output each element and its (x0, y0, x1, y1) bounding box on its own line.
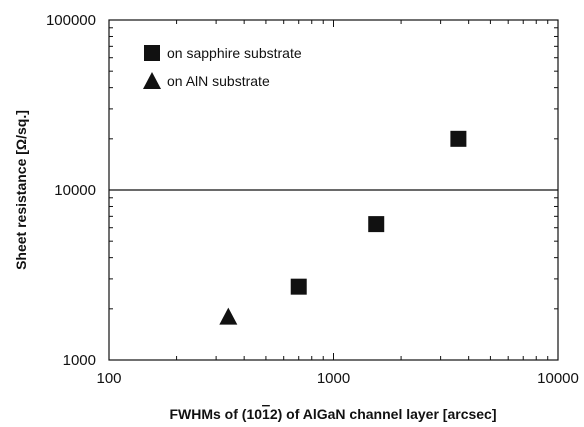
data-point-triangle (219, 307, 238, 325)
legend-square-marker (144, 45, 160, 61)
data-point-square (450, 130, 467, 147)
x-axis-title: FWHMs of (1012) of AlGaN channel layer [… (169, 406, 496, 422)
data-point-square (368, 216, 385, 233)
x-tick-label: 10000 (537, 370, 579, 387)
x-tick-label: 1000 (317, 370, 350, 387)
y-axis-title: Sheet resistance [Ω/sq.] (13, 110, 29, 270)
legend-label: on AlN substrate (167, 73, 270, 89)
legend-label: on sapphire substrate (167, 45, 302, 61)
plot-area (108, 19, 559, 361)
data-point-square (290, 278, 307, 295)
x-tick-labels: 100 1000 10000 (96, 370, 578, 387)
y-tick-labels: 1000 10000 100000 (46, 12, 96, 369)
x-axis-title-part-2: 2) of AlGaN channel layer [arcsec] (270, 406, 497, 422)
data-markers (219, 130, 467, 325)
y-tick-label: 10000 (54, 182, 96, 199)
legend: on sapphire substrate on AlN substrate (143, 45, 302, 89)
y-minor-ticks (109, 27, 558, 310)
x-tick-label: 100 (96, 370, 121, 387)
x-axis-title-part-1: FWHMs of (10 (169, 406, 262, 422)
y-tick-label: 100000 (46, 12, 96, 29)
x-minor-ticks (176, 20, 549, 360)
legend-triangle-marker (143, 72, 161, 89)
y-tick-label: 1000 (63, 352, 96, 369)
x-axis-title-overline-digit: 1 (262, 406, 270, 422)
